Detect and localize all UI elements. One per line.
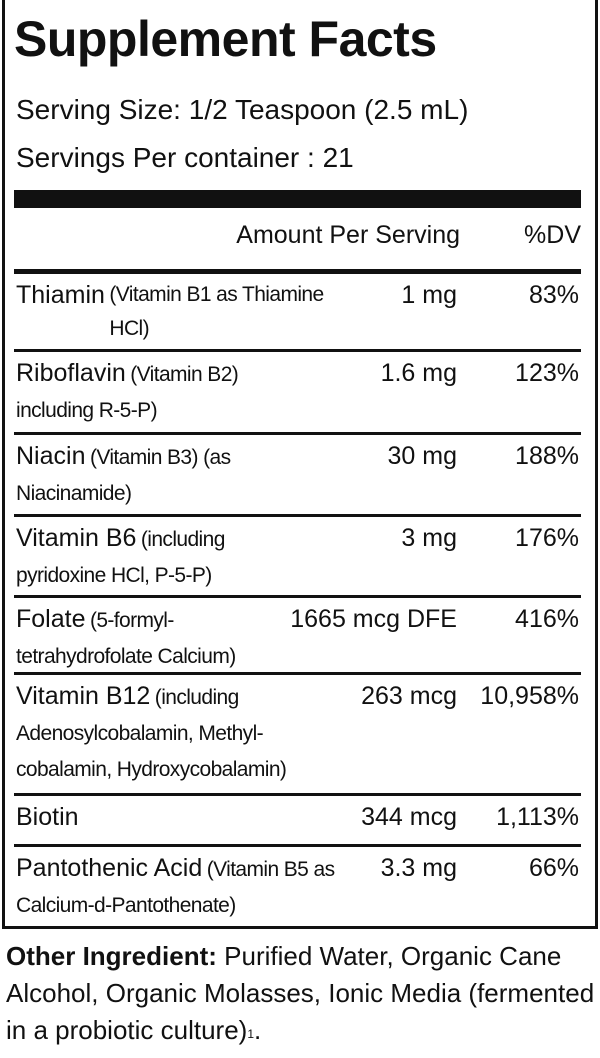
nutrient-detail: (Vitamin B2) including R-5-P) <box>16 363 239 422</box>
nutrient-amount: 3 mg <box>401 524 457 552</box>
nutrient-row-vitamin-b6: Vitamin B6 (including pyridoxine HCl, P-… <box>14 517 581 598</box>
nutrient-amount: 1 mg <box>401 281 457 309</box>
nutrient-row-vitamin-b12: Vitamin B12 (including Adenosylcobalamin… <box>14 675 581 796</box>
nutrient-name: Pantothenic Acid <box>16 854 203 882</box>
nutrient-dv: 1,113% <box>496 803 579 831</box>
header-amount-per-serving: Amount Per Serving <box>236 221 460 249</box>
other-ingredients: Other Ingredient: Purified Water, Organi… <box>6 938 596 1049</box>
other-ingredients-label: Other Ingredient: <box>6 941 217 971</box>
nutrient-row-niacin: Niacin (Vitamin B3) (as Niacinamide) 30 … <box>14 435 581 517</box>
serving-size: Serving Size: 1/2 Teaspoon (2.5 mL) <box>16 94 469 125</box>
other-ingredients-end: . <box>254 1015 262 1045</box>
nutrient-amount: 1.6 mg <box>380 359 457 387</box>
nutrient-amount: 1665 mcg DFE <box>290 605 457 633</box>
footnote-mark: 1 <box>247 1027 255 1041</box>
panel-title: Supplement Facts <box>14 11 437 67</box>
nutrient-table: Thiamin (Vitamin B1 as Thiamine HCl) 1 m… <box>14 274 581 926</box>
nutrient-amount: 3.3 mg <box>380 854 457 882</box>
nutrient-dv: 188% <box>515 442 579 470</box>
nutrient-dv: 416% <box>515 605 579 633</box>
supplement-facts-panel <box>2 0 598 929</box>
nutrient-row-folate: Folate (5-formyl- tetrahydrofolate Calci… <box>14 598 581 675</box>
nutrient-dv: 83% <box>528 281 579 309</box>
nutrient-name: Niacin <box>16 442 86 470</box>
nutrient-row-thiamin: Thiamin (Vitamin B1 as Thiamine HCl) 1 m… <box>14 274 581 352</box>
nutrient-detail: (including pyridoxine HCl, P-5-P) <box>16 528 225 587</box>
nutrient-amount: 30 mg <box>387 442 457 470</box>
nutrient-row-biotin: Biotin 344 mcg 1,113% <box>14 796 581 847</box>
nutrient-dv: 66% <box>528 854 579 882</box>
nutrient-detail: (Vitamin B5 as Calcium-d-Pantothenate) <box>16 858 335 917</box>
nutrient-amount: 344 mcg <box>361 803 457 831</box>
nutrient-name: Vitamin B6 <box>16 524 137 552</box>
nutrient-detail: (including Adenosylcobalamin, Methyl- co… <box>16 686 287 781</box>
nutrient-row-pantothenic-acid: Pantothenic Acid (Vitamin B5 as Calcium-… <box>14 847 581 926</box>
servings-per-container: Servings Per container : 21 <box>16 142 354 173</box>
nutrient-name: Folate <box>16 605 86 633</box>
nutrient-name: Biotin <box>16 803 79 831</box>
nutrient-detail: (5-formyl- tetrahydrofolate Calcium) <box>16 609 236 668</box>
thick-divider <box>14 190 581 208</box>
header-divider <box>14 269 581 274</box>
nutrient-dv: 10,958% <box>480 682 579 710</box>
nutrient-name: Vitamin B12 <box>16 682 151 710</box>
nutrient-row-riboflavin: Riboflavin (Vitamin B2) including R-5-P)… <box>14 352 581 435</box>
other-ingredients-text: Purified Water, Organic Cane Alcohol, Or… <box>6 941 595 1045</box>
nutrient-detail: (Vitamin B3) (as Niacinamide) <box>16 446 231 505</box>
header-dv: %DV <box>524 221 581 249</box>
nutrient-name: Thiamin <box>16 281 105 309</box>
nutrient-amount: 263 mcg <box>361 682 457 710</box>
nutrient-name: Riboflavin <box>16 359 126 387</box>
nutrient-dv: 176% <box>515 524 579 552</box>
nutrient-dv: 123% <box>515 359 579 387</box>
nutrient-detail: (Vitamin B1 as Thiamine HCl) <box>109 283 324 340</box>
